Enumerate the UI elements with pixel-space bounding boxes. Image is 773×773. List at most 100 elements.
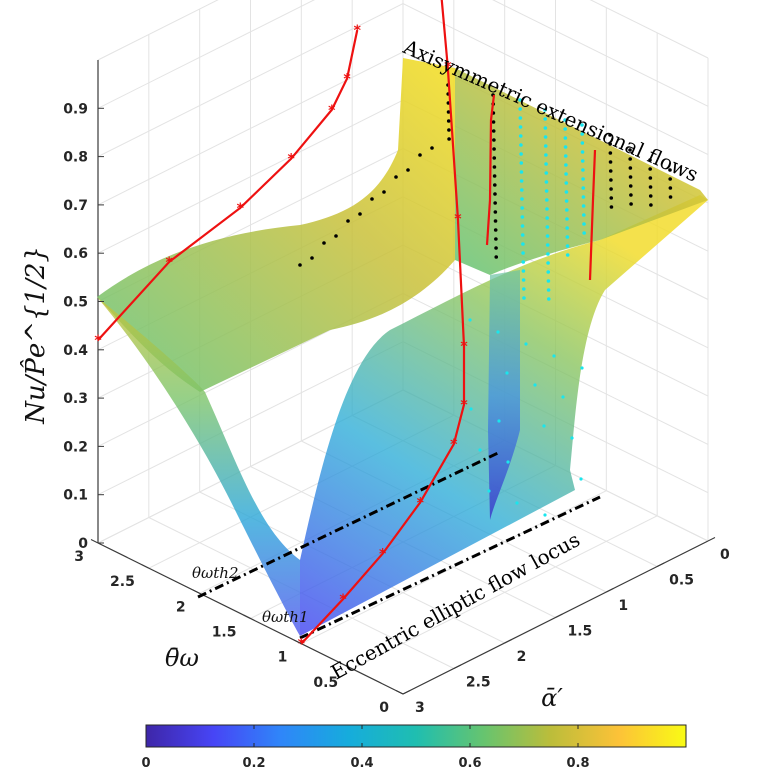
scatter-point (520, 197, 524, 201)
scatter-point (629, 202, 633, 206)
scatter-point (544, 171, 549, 175)
scatter-point (493, 183, 497, 187)
x-tick-label: 0.5 (669, 573, 694, 589)
scatter-point (564, 181, 569, 185)
scatter-point (545, 198, 549, 202)
scatter-point (518, 116, 523, 120)
scatter-point (561, 395, 565, 399)
z-tick-label: 0.4 (63, 343, 88, 359)
scatter-point (520, 233, 525, 237)
scatter-point (648, 194, 653, 198)
scatter-point (542, 424, 546, 428)
scatter-point (628, 157, 632, 161)
scatter-point (496, 330, 500, 334)
y-tick-label: 2 (176, 599, 186, 615)
scatter-point (543, 126, 548, 130)
scatter-point (628, 184, 633, 188)
scatter-point (628, 175, 633, 179)
grid-line (402, 3, 709, 156)
scatter-point (580, 132, 584, 136)
y-tick-label: 0 (379, 700, 389, 716)
curve-marker: * (94, 333, 102, 349)
scatter-point (544, 162, 548, 166)
scatter-point (580, 123, 584, 127)
y-tick-mark (243, 614, 251, 619)
scatter-point (565, 244, 570, 248)
scatter-points (298, 83, 673, 517)
curve-marker: * (438, 0, 446, 8)
scatter-point (519, 143, 523, 147)
scatter-point (505, 371, 509, 375)
scatter-point (494, 237, 498, 241)
z-tick-label: 0.3 (63, 391, 88, 407)
red-curves: * * * * * * * * * * * * * * * * * (94, 0, 601, 653)
grid-line (492, 0, 709, 107)
scatter-point (406, 168, 410, 172)
scatter-point (520, 224, 525, 228)
x-tick-mark (606, 588, 614, 593)
scatter-point (519, 170, 524, 174)
scatter-point (518, 107, 522, 111)
scatter-point (521, 287, 526, 291)
scatter-point (543, 135, 548, 139)
scatter-point (478, 448, 482, 452)
scatter-point (564, 190, 569, 194)
curve-marker: * (460, 398, 468, 414)
curve-marker: * (343, 71, 351, 87)
curve-marker: * (288, 152, 296, 168)
z-tick-label: 0.1 (63, 488, 88, 504)
colorbar-tick-label: 0.4 (350, 756, 373, 771)
colorbar-tick-label: 0.6 (458, 756, 481, 771)
colorbar-ticks: 0 0.2 0.4 0.6 0.8 (141, 725, 590, 771)
scatter-point (546, 252, 550, 256)
scatter-point (543, 513, 547, 517)
scatter-point (310, 256, 314, 260)
scatter-point (546, 270, 551, 274)
x-tick-label: 2 (517, 649, 527, 665)
scatter-point (519, 152, 523, 156)
scatter-point (520, 206, 524, 210)
scatter-point (545, 243, 550, 247)
y-tick-label: 0.5 (313, 675, 338, 691)
surface-inner-wall (488, 270, 520, 520)
red-curve-3 (485, 94, 496, 246)
x-tick-label: 1.5 (568, 624, 593, 640)
scatter-point (543, 144, 548, 148)
scatter-point (570, 436, 574, 440)
scatter-point (579, 477, 583, 481)
y-tick-mark (395, 690, 404, 695)
scatter-point (493, 201, 497, 205)
scatter-point (545, 216, 549, 220)
x-tick-mark (555, 613, 563, 618)
scatter-point (469, 407, 473, 411)
scatter-point (628, 148, 632, 152)
scatter-point (519, 161, 524, 165)
scatter-point (582, 222, 586, 226)
scatter-point (668, 177, 672, 181)
scatter-point (394, 175, 398, 179)
curve-marker: * (339, 592, 347, 608)
scatter-point (608, 151, 613, 155)
scatter-point (668, 168, 672, 172)
curve-marker: * (454, 211, 462, 227)
scatter-point (581, 186, 586, 190)
z-tick-label: 0.6 (63, 246, 88, 262)
colorbar-tick-label: 0.2 (242, 756, 265, 771)
curve-marker: * (328, 103, 336, 119)
y-tick-label: 2.5 (110, 574, 135, 590)
x-tick-mark (707, 537, 716, 542)
scatter-point (358, 212, 362, 216)
annotation-theta-th1: θωth1 (262, 608, 309, 626)
scatter-point (491, 129, 496, 133)
scatter-point (491, 120, 496, 124)
scatter-point (521, 251, 525, 255)
curve-marker: * (417, 495, 425, 511)
scatter-point (563, 136, 568, 140)
x-tick-label: 3 (415, 700, 425, 716)
scatter-point (608, 169, 613, 173)
annotation-theta-th2: θωth2 (192, 564, 239, 582)
scatter-point (493, 228, 498, 232)
y-tick-label: 1 (278, 650, 288, 666)
scatter-point (629, 193, 633, 197)
